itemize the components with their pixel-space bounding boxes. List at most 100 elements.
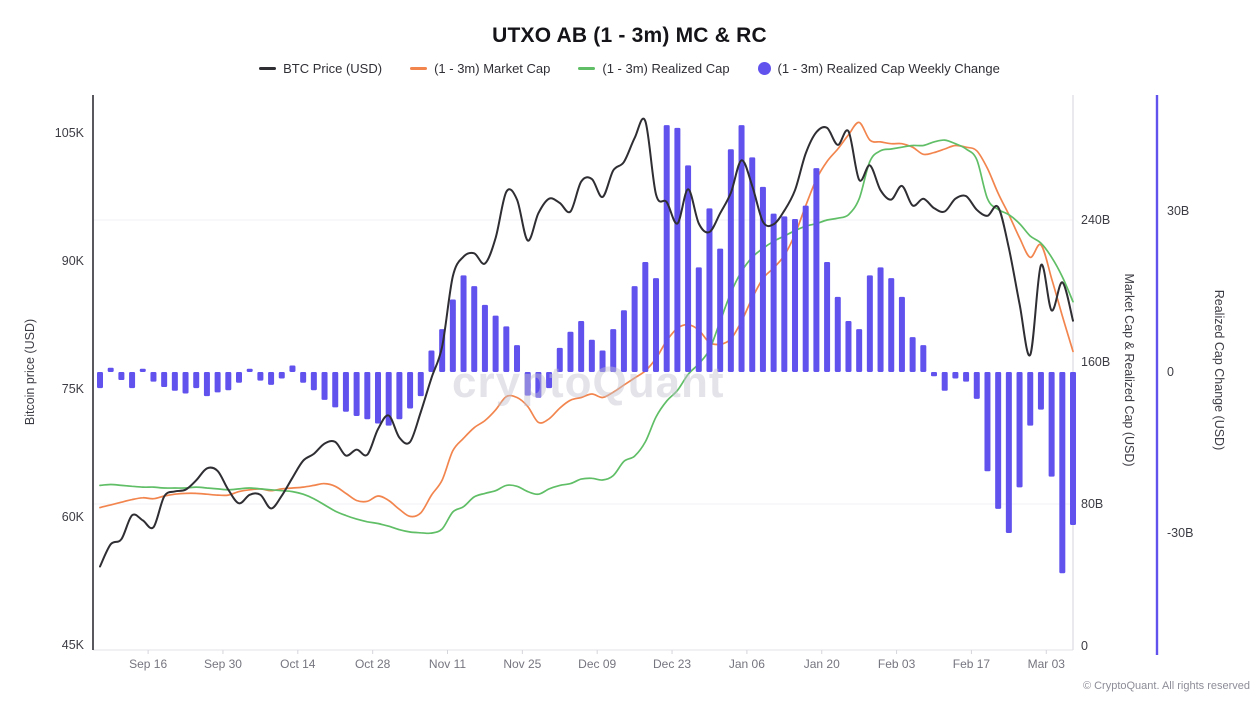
bar: [417, 372, 424, 397]
bar: [353, 372, 360, 417]
bar: [898, 296, 905, 372]
bar: [546, 372, 553, 389]
bar: [471, 286, 478, 372]
bar: [685, 165, 692, 372]
bar: [856, 329, 863, 372]
bar: [97, 372, 103, 389]
x-axis-tick-label: Oct 14: [280, 657, 316, 671]
bar: [717, 248, 724, 372]
market-cap-axis-tick-label: 0: [1081, 639, 1088, 653]
bar: [567, 331, 574, 372]
bar: [866, 275, 873, 372]
bar: [300, 372, 307, 383]
legend-line-marker: [410, 67, 428, 70]
bar: [727, 149, 734, 372]
bar: [514, 345, 521, 372]
price-axis-tick-label: 105K: [55, 126, 85, 140]
bar: [759, 186, 766, 372]
bar: [653, 278, 660, 372]
bar: [129, 372, 136, 389]
legend-line-marker: [259, 67, 277, 70]
x-axis-tick-label: Sep 30: [204, 657, 242, 671]
bar: [973, 372, 980, 399]
bar: [749, 157, 756, 372]
bar: [877, 267, 884, 372]
bar: [695, 267, 702, 372]
bar: [171, 372, 178, 391]
bar: [1005, 372, 1012, 534]
legend-item-label: (1 - 3m) Realized Cap Weekly Change: [777, 61, 1000, 76]
series-line-1-3m-realized-cap: [99, 139, 1074, 535]
bar: [941, 372, 948, 391]
bar: [888, 278, 895, 372]
bar: [1048, 372, 1055, 477]
x-axis-tick-label: Feb 03: [878, 657, 916, 671]
legend: BTC Price (USD) (1 - 3m) Market Cap (1 - 3…: [0, 61, 1259, 76]
bar: [578, 321, 585, 372]
realized-cap-change-axis-tick-label: -30B: [1167, 526, 1193, 540]
bar: [845, 321, 852, 372]
market-cap-axis-tick-label: 160B: [1081, 355, 1110, 369]
bar: [1059, 372, 1066, 574]
x-axis-tick-label: Dec 23: [653, 657, 691, 671]
bar: [278, 372, 285, 379]
bar: [321, 372, 328, 400]
bar: [781, 216, 788, 372]
y-axis-title-realized-cap-change: Realized Cap Change (USD): [1212, 289, 1226, 451]
bar: [492, 315, 499, 372]
bar: [631, 286, 638, 372]
bar: [663, 125, 670, 372]
bar: [214, 372, 221, 393]
copyright-notice: © CryptoQuant. All rights reserved: [1082, 680, 1250, 692]
legend-item-btc-price-usd[interactable]: BTC Price (USD): [259, 61, 382, 76]
bar: [813, 168, 820, 372]
series-line-1-3m-market-cap: [99, 121, 1074, 518]
bar: [342, 372, 349, 412]
bar: [332, 372, 339, 408]
bar: [182, 372, 189, 394]
bar: [449, 299, 456, 372]
bar: [364, 372, 371, 420]
bar: [225, 372, 232, 391]
bar: [118, 372, 125, 381]
legend-item-1-3m-realized-cap[interactable]: (1 - 3m) Realized Cap: [578, 61, 730, 76]
x-axis-tick-label: Oct 28: [355, 657, 391, 671]
legend-item-1-3m-market-cap[interactable]: (1 - 3m) Market Cap: [410, 61, 550, 76]
x-axis-tick-label: Mar 03: [1028, 657, 1066, 671]
bar: [268, 372, 275, 385]
price-axis-tick-label: 60K: [62, 510, 85, 524]
bar: [535, 372, 542, 398]
series-bars-realized-cap-weekly-change: [97, 125, 1077, 574]
bar: [236, 372, 243, 383]
bar: [257, 372, 264, 381]
price-axis-tick-label: 90K: [62, 254, 85, 268]
bar: [556, 347, 563, 372]
bar: [375, 372, 382, 424]
legend-item-1-3m-realized-cap-weekly-change[interactable]: (1 - 3m) Realized Cap Weekly Change: [757, 61, 1000, 76]
bar: [396, 372, 403, 420]
bar: [246, 368, 253, 372]
bar: [460, 275, 467, 372]
bar: [481, 304, 488, 372]
price-axis-tick-label: 75K: [62, 382, 85, 396]
chart-title: UTXO AB (1 - 3m) MC & RC: [492, 24, 767, 47]
x-axis-tick-label: Feb 17: [953, 657, 991, 671]
bar: [289, 365, 296, 372]
bar: [984, 372, 991, 472]
x-axis-tick-label: Jan 06: [729, 657, 765, 671]
bar: [995, 372, 1002, 509]
bar: [193, 372, 200, 389]
price-axis-tick-label: 45K: [62, 638, 85, 652]
y-axis-title-bitcoin-price: Bitcoin price (USD): [23, 318, 37, 426]
bar: [310, 372, 317, 391]
bar: [203, 372, 210, 397]
y-axis-title-market-realized-cap: Market Cap & Realized Cap (USD): [1122, 273, 1136, 467]
bar: [674, 127, 681, 372]
bar: [931, 372, 938, 377]
bar: [824, 261, 831, 372]
bar: [1016, 372, 1023, 488]
bar: [407, 372, 414, 409]
bar: [642, 261, 649, 372]
